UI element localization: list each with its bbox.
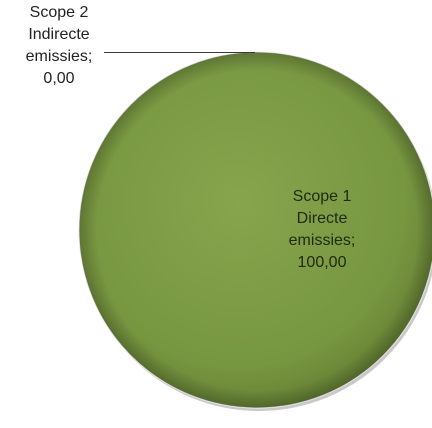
- data-label-scope-1-line-3: emissies;: [288, 232, 356, 249]
- data-label-scope-2-line-1: Scope 2: [29, 4, 89, 21]
- data-label-scope-1-line-2: Directe: [296, 210, 348, 227]
- pie-rim-shade: [79, 52, 432, 408]
- data-label-scope-2-line-4: 0,00: [43, 70, 75, 87]
- data-label-scope-2-line-3: emissies;: [25, 48, 93, 65]
- data-label-scope-2-line-2: Indirecte: [28, 26, 90, 43]
- data-label-scope-1-line-4: 100,00: [297, 254, 347, 271]
- data-label-scope-1: Scope 1 Directe emissies; 100,00: [262, 186, 382, 274]
- data-label-scope-2: Scope 2 Indirecte emissies; 0,00: [0, 2, 118, 90]
- data-label-scope-1-line-1: Scope 1: [292, 188, 352, 205]
